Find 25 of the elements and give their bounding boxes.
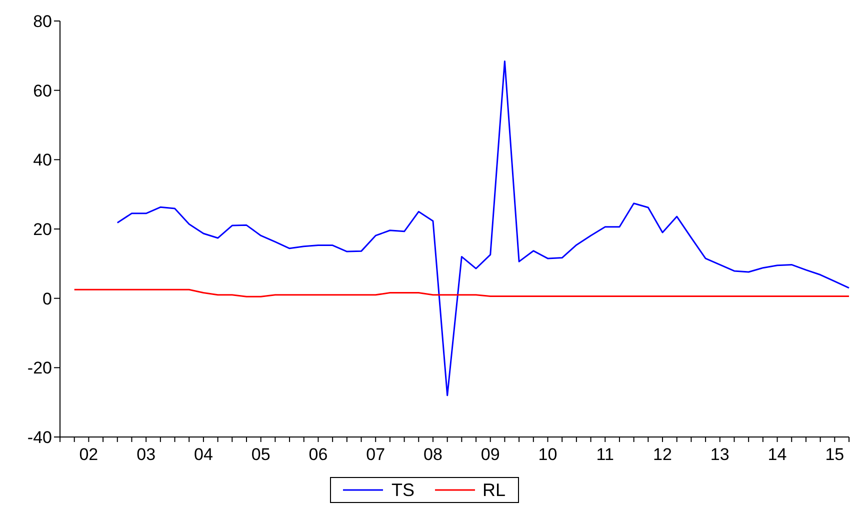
y-tick-label: 20 — [33, 220, 52, 240]
x-tick-label: 11 — [596, 445, 614, 464]
x-tick-label: 06 — [308, 445, 328, 464]
y-tick-label: -20 — [27, 358, 52, 378]
x-tick-label: 10 — [538, 445, 558, 464]
x-tick-label: 07 — [366, 445, 386, 464]
x-tick-label: 05 — [251, 445, 270, 464]
legend-label: RL — [482, 480, 506, 500]
y-tick-label: 0 — [42, 289, 52, 308]
y-tick-label: 60 — [33, 81, 52, 100]
x-tick-label: 14 — [768, 445, 787, 464]
x-tick-label: 13 — [710, 445, 730, 464]
legend-label: TS — [391, 480, 414, 500]
x-tick-label: 04 — [194, 445, 213, 464]
x-tick-label: 15 — [825, 445, 844, 464]
x-tick-label: 03 — [136, 445, 156, 464]
x-tick-label: 12 — [653, 445, 672, 464]
y-tick-label: 80 — [33, 12, 52, 32]
y-tick-label: 40 — [33, 150, 52, 170]
x-tick-label: 02 — [79, 445, 98, 464]
y-tick-label: -40 — [27, 428, 52, 448]
line-series — [74, 288, 850, 298]
line-series — [116, 60, 850, 396]
x-tick-label: 08 — [424, 445, 442, 464]
x-tick-label: 09 — [480, 445, 500, 464]
